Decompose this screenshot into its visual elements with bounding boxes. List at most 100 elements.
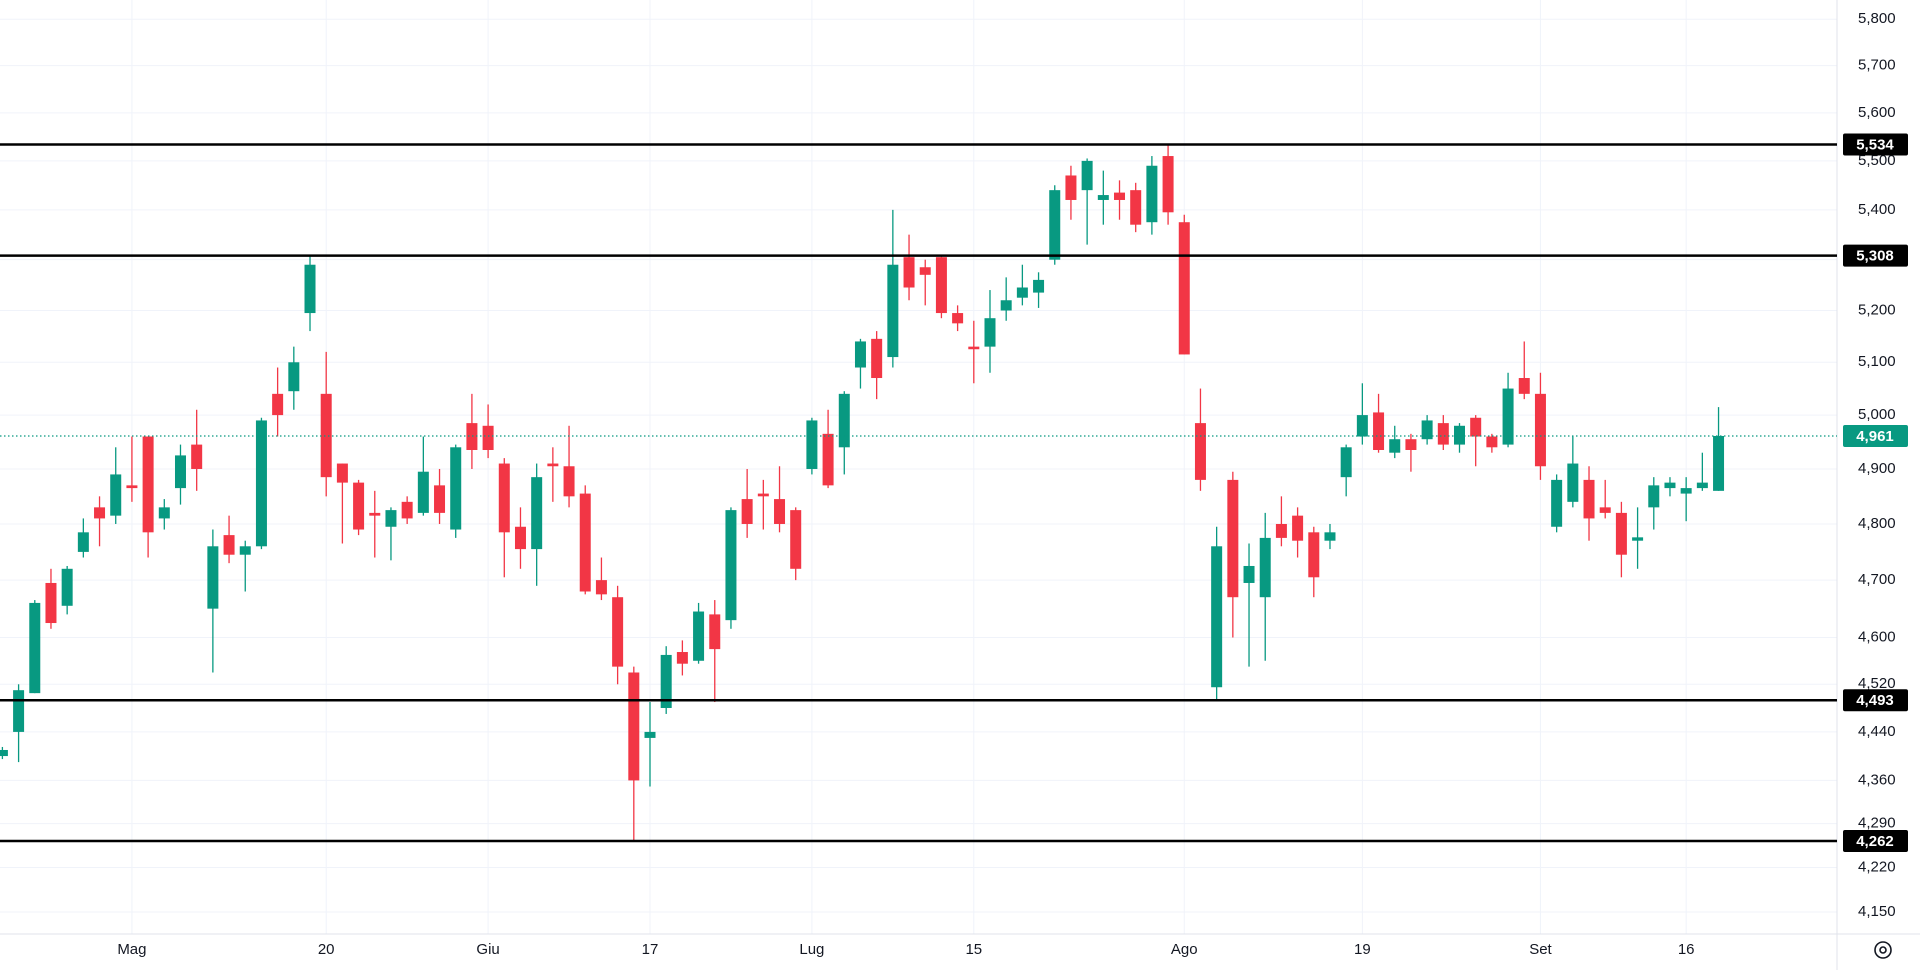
candle-body: [1454, 425, 1465, 445]
candle-body: [174, 455, 186, 489]
candle-body: [320, 393, 332, 478]
x-tick-label: Ago: [1171, 941, 1198, 958]
candle-body: [61, 568, 73, 606]
candle-body: [482, 425, 494, 450]
candle-body: [919, 267, 931, 275]
candle-body: [29, 602, 41, 694]
candle-body: [1356, 415, 1368, 437]
candle-body: [822, 433, 834, 486]
candle-body: [676, 652, 688, 664]
candle-body: [1664, 482, 1676, 489]
y-tick-label: 4,150: [1858, 903, 1896, 920]
candle-body: [498, 463, 510, 533]
candle-body: [806, 420, 818, 469]
candle-body: [1632, 537, 1644, 541]
candle-body: [693, 611, 705, 661]
candle-body: [547, 463, 559, 467]
candle-body: [1713, 435, 1725, 491]
candle-body: [1437, 423, 1449, 445]
candle-body: [1049, 190, 1061, 260]
candle-body: [1551, 479, 1563, 527]
candle-body: [1615, 512, 1627, 555]
x-tick-label: 15: [965, 941, 982, 958]
candle-body: [1000, 300, 1012, 311]
candle-body: [1518, 378, 1530, 394]
candle-body: [1259, 537, 1271, 598]
y-tick-label: 4,900: [1858, 460, 1896, 477]
candle-body: [1243, 565, 1255, 583]
x-tick-label: 16: [1678, 941, 1695, 958]
x-tick-label: 17: [642, 941, 659, 958]
candle-body: [595, 580, 607, 595]
candle-body: [1211, 546, 1223, 688]
candle-body: [304, 264, 316, 314]
level-label: 5,308: [1856, 248, 1894, 265]
x-tick-label: Lug: [799, 941, 824, 958]
candle-body: [1373, 412, 1385, 450]
candle-body: [1292, 515, 1304, 541]
candle-body: [1534, 393, 1546, 467]
candle-body: [77, 532, 89, 552]
candle-body: [709, 614, 721, 650]
x-tick-label: Set: [1529, 941, 1552, 958]
candle-body: [563, 466, 575, 497]
candle-body: [1275, 523, 1287, 538]
candle-body: [1097, 195, 1109, 200]
candle-body: [968, 346, 980, 350]
candle-body: [1178, 222, 1190, 355]
candle-body: [854, 341, 866, 368]
level-box: [1843, 689, 1908, 712]
y-tick-label: 4,600: [1858, 628, 1896, 645]
candle-body: [579, 493, 591, 592]
y-tick-label: 5,800: [1858, 10, 1896, 27]
candle-body: [1583, 479, 1595, 519]
settings-icon[interactable]: [1874, 941, 1892, 959]
candle-body: [790, 510, 802, 569]
candle-body: [741, 499, 753, 524]
candle-body: [401, 501, 413, 519]
x-tick-label: 20: [318, 941, 335, 958]
candle-body: [1146, 165, 1158, 223]
y-tick-label: 4,800: [1858, 515, 1896, 532]
level-label: 4,493: [1856, 692, 1894, 709]
candle-body: [1389, 439, 1401, 453]
gear-inner: [1879, 946, 1887, 954]
last-price-label: 4,961: [1856, 428, 1894, 445]
candle-body: [984, 318, 996, 347]
candle-body: [952, 313, 964, 324]
candle-body: [13, 690, 25, 732]
candles: [0, 144, 1725, 842]
y-tick-label: 5,100: [1858, 353, 1896, 370]
candle-body: [191, 444, 203, 469]
candle-body: [1680, 488, 1692, 494]
candle-body: [223, 535, 235, 555]
candle-body: [903, 257, 915, 288]
x-tick-label: 19: [1354, 941, 1371, 958]
candle-body: [94, 507, 106, 519]
level-box: [1843, 830, 1908, 853]
candle-body: [660, 654, 672, 708]
candle-body: [757, 493, 769, 497]
candle-body: [725, 510, 737, 621]
candle-body: [1340, 447, 1352, 478]
candle-body: [1033, 279, 1045, 293]
candle-body: [466, 423, 478, 450]
candle-body: [1130, 190, 1142, 225]
candle-body: [385, 510, 397, 527]
level-label: 4,262: [1856, 833, 1894, 850]
candle-body: [1648, 485, 1660, 508]
y-tick-label: 4,440: [1858, 723, 1896, 740]
candle-body: [1405, 439, 1417, 450]
candle-body: [1486, 436, 1498, 448]
candle-body: [110, 474, 122, 516]
y-tick-label: 4,700: [1858, 571, 1896, 588]
last-price-box: [1843, 424, 1908, 447]
x-tick-label: Mag: [117, 941, 146, 958]
candle-body: [1081, 160, 1093, 191]
y-tick-label: 4,290: [1858, 815, 1896, 832]
candle-body: [628, 672, 640, 781]
candle-body: [1567, 463, 1579, 502]
candle-body: [1502, 388, 1514, 445]
